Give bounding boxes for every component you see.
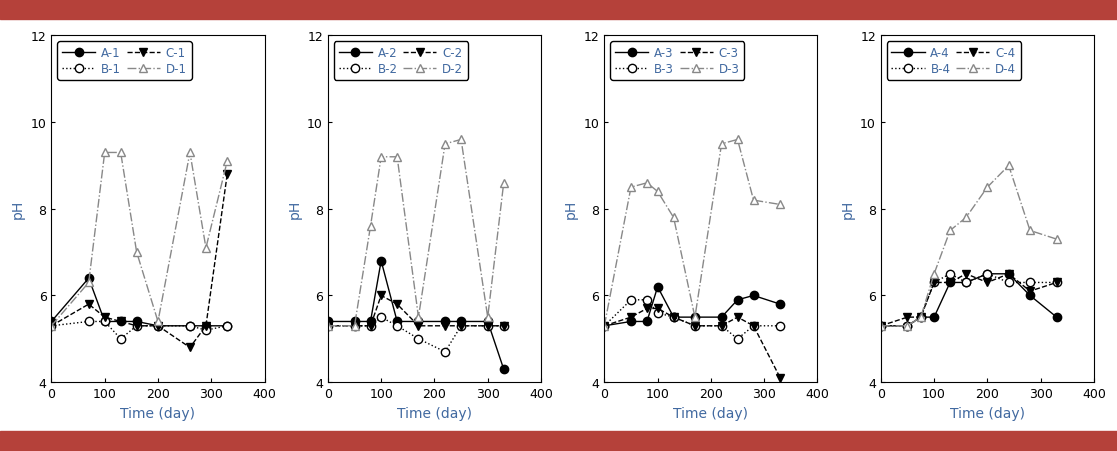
X-axis label: Time (day): Time (day)	[121, 405, 195, 419]
X-axis label: Time (day): Time (day)	[397, 405, 472, 419]
Y-axis label: pH: pH	[840, 200, 855, 219]
Y-axis label: pH: pH	[11, 200, 25, 219]
X-axis label: Time (day): Time (day)	[674, 405, 748, 419]
Y-axis label: pH: pH	[564, 200, 579, 219]
Legend: A-2, B-2, C-2, D-2: A-2, B-2, C-2, D-2	[334, 42, 468, 81]
X-axis label: Time (day): Time (day)	[949, 405, 1025, 419]
Y-axis label: pH: pH	[287, 200, 302, 219]
Legend: A-1, B-1, C-1, D-1: A-1, B-1, C-1, D-1	[57, 42, 192, 81]
Legend: A-3, B-3, C-3, D-3: A-3, B-3, C-3, D-3	[610, 42, 744, 81]
Legend: A-4, B-4, C-4, D-4: A-4, B-4, C-4, D-4	[887, 42, 1021, 81]
